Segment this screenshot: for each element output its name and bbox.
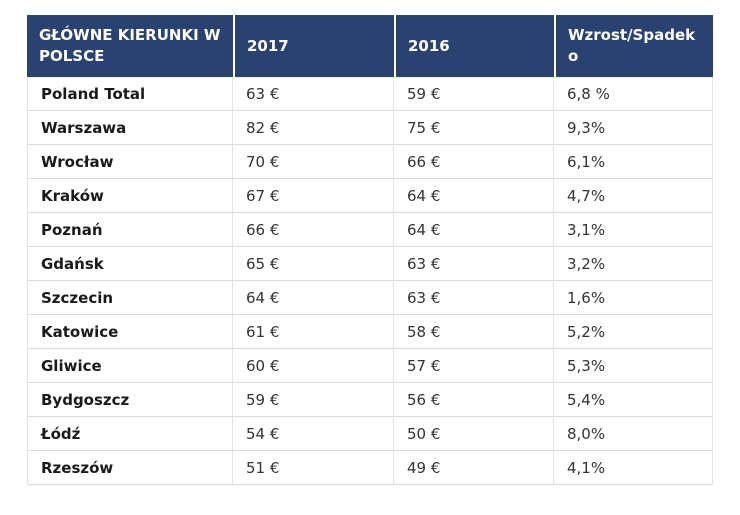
city-cell: Gdańsk [27, 247, 233, 281]
column-header-destinations: GŁÓWNE KIERUNKI W POLSCE [27, 15, 233, 77]
change-cell: 1,6% [554, 281, 713, 315]
city-cell: Bydgoszcz [27, 383, 233, 417]
table-row: Szczecin 64 € 63 € 1,6% [27, 281, 713, 315]
prices-table-container: GŁÓWNE KIERUNKI W POLSCE 2017 2016 Wzros… [27, 15, 713, 485]
change-cell: 4,7% [554, 179, 713, 213]
table-body: Poland Total 63 € 59 € 6,8 % Warszawa 82… [27, 77, 713, 485]
change-cell: 5,3% [554, 349, 713, 383]
table-row: Poznań 66 € 64 € 3,1% [27, 213, 713, 247]
table-row: Bydgoszcz 59 € 56 € 5,4% [27, 383, 713, 417]
table-row: Wrocław 70 € 66 € 6,1% [27, 145, 713, 179]
value-2017-cell: 60 € [233, 349, 394, 383]
table-row: Gdańsk 65 € 63 € 3,2% [27, 247, 713, 281]
table-row: Rzeszów 51 € 49 € 4,1% [27, 451, 713, 485]
value-2016-cell: 63 € [394, 281, 554, 315]
table-row: Gliwice 60 € 57 € 5,3% [27, 349, 713, 383]
table-row: Kraków 67 € 64 € 4,7% [27, 179, 713, 213]
column-header-change: Wzrost/Spadek o [554, 15, 713, 77]
value-2017-cell: 82 € [233, 111, 394, 145]
value-2017-cell: 66 € [233, 213, 394, 247]
change-cell: 6,8 % [554, 77, 713, 111]
city-cell: Kraków [27, 179, 233, 213]
change-cell: 5,4% [554, 383, 713, 417]
value-2017-cell: 61 € [233, 315, 394, 349]
header-row: GŁÓWNE KIERUNKI W POLSCE 2017 2016 Wzros… [27, 15, 713, 77]
change-cell: 6,1% [554, 145, 713, 179]
value-2017-cell: 59 € [233, 383, 394, 417]
city-cell: Rzeszów [27, 451, 233, 485]
value-2017-cell: 67 € [233, 179, 394, 213]
column-header-2016: 2016 [394, 15, 554, 77]
value-2016-cell: 50 € [394, 417, 554, 451]
value-2016-cell: 57 € [394, 349, 554, 383]
value-2017-cell: 70 € [233, 145, 394, 179]
change-cell: 8,0% [554, 417, 713, 451]
change-cell: 3,2% [554, 247, 713, 281]
city-cell: Szczecin [27, 281, 233, 315]
change-cell: 5,2% [554, 315, 713, 349]
value-2017-cell: 51 € [233, 451, 394, 485]
value-2016-cell: 56 € [394, 383, 554, 417]
value-2016-cell: 66 € [394, 145, 554, 179]
table-header: GŁÓWNE KIERUNKI W POLSCE 2017 2016 Wzros… [27, 15, 713, 77]
table-row: Warszawa 82 € 75 € 9,3% [27, 111, 713, 145]
city-cell: Poland Total [27, 77, 233, 111]
city-cell: Warszawa [27, 111, 233, 145]
value-2016-cell: 64 € [394, 213, 554, 247]
value-2016-cell: 49 € [394, 451, 554, 485]
change-cell: 3,1% [554, 213, 713, 247]
city-cell: Gliwice [27, 349, 233, 383]
change-cell: 9,3% [554, 111, 713, 145]
table-row: Poland Total 63 € 59 € 6,8 % [27, 77, 713, 111]
value-2016-cell: 58 € [394, 315, 554, 349]
value-2016-cell: 63 € [394, 247, 554, 281]
column-header-2017: 2017 [233, 15, 394, 77]
table-row: Katowice 61 € 58 € 5,2% [27, 315, 713, 349]
city-cell: Wrocław [27, 145, 233, 179]
change-cell: 4,1% [554, 451, 713, 485]
city-cell: Łódź [27, 417, 233, 451]
value-2017-cell: 64 € [233, 281, 394, 315]
value-2017-cell: 65 € [233, 247, 394, 281]
value-2017-cell: 54 € [233, 417, 394, 451]
city-cell: Poznań [27, 213, 233, 247]
value-2016-cell: 59 € [394, 77, 554, 111]
prices-table: GŁÓWNE KIERUNKI W POLSCE 2017 2016 Wzros… [27, 15, 713, 485]
value-2016-cell: 75 € [394, 111, 554, 145]
value-2017-cell: 63 € [233, 77, 394, 111]
table-row: Łódź 54 € 50 € 8,0% [27, 417, 713, 451]
city-cell: Katowice [27, 315, 233, 349]
value-2016-cell: 64 € [394, 179, 554, 213]
